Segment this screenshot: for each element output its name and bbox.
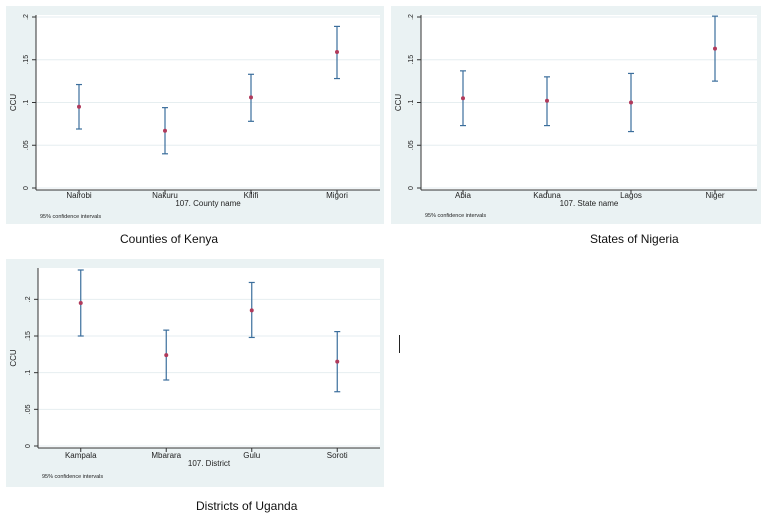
y-tick-label: .1 — [408, 99, 415, 105]
y-axis-label: CCU — [394, 94, 403, 112]
point-estimate — [249, 308, 254, 313]
y-tick-label: .15 — [25, 331, 32, 341]
point-estimate — [164, 353, 169, 358]
x-tick-label: Niger — [705, 191, 724, 200]
point-estimate — [335, 359, 340, 364]
x-tick-label: Nakuru — [152, 191, 178, 200]
y-tick-label: .2 — [408, 14, 415, 20]
x-axis-label: 107. County name — [175, 199, 241, 208]
point-estimate — [77, 104, 81, 109]
x-tick-label: Soroti — [327, 451, 348, 460]
y-tick-label: 0 — [23, 186, 30, 190]
point-estimate — [629, 100, 633, 105]
chart-uganda: 0 .05 .1 .15 .2 CCU Kampala Mbarara Gulu Soroti 10… — [9, 268, 380, 480]
x-tick-label: Gulu — [243, 451, 260, 460]
point-estimate — [335, 50, 339, 55]
y-tick-label: .05 — [408, 140, 415, 150]
y-tick-label: .15 — [408, 55, 415, 65]
text-cursor — [399, 335, 400, 353]
y-tick-label: .05 — [25, 404, 32, 414]
point-estimate — [249, 95, 253, 100]
y-tick-label: .1 — [25, 370, 32, 376]
y-tick-label: .1 — [23, 99, 30, 105]
x-tick-label: Migori — [326, 191, 348, 200]
point-estimate — [163, 128, 167, 133]
y-tick-label: .2 — [25, 296, 32, 302]
chart-panel-kenya: 0 .05 .1 .15 .2 CCU Nairobi Nakuru Kilifi Migori 1… — [6, 6, 384, 224]
x-tick-label: Lagos — [620, 191, 642, 200]
x-tick-label: Kampala — [65, 451, 97, 460]
chart-nigeria: 0 .05 .1 .15 .2 CCU Abia Kaduna Lagos Niger 107. S… — [394, 14, 757, 219]
point-estimate — [713, 46, 717, 51]
y-axis-label: CCU — [9, 349, 18, 367]
x-axis-label: 107. State name — [560, 199, 619, 208]
y-tick-label: .05 — [23, 140, 30, 150]
point-estimate — [461, 96, 465, 101]
x-axis-label: 107. District — [188, 459, 231, 468]
x-tick-label: Nairobi — [66, 191, 92, 200]
x-tick-label: Kilifi — [244, 191, 259, 200]
x-tick-label: Mbarara — [151, 451, 181, 460]
x-tick-label: Abia — [455, 191, 472, 200]
chart-kenya: 0 .05 .1 .15 .2 CCU Nairobi Nakuru Kilifi Migori 1… — [9, 14, 380, 220]
caption-kenya: Counties of Kenya — [120, 232, 219, 246]
y-tick-label: .2 — [23, 14, 30, 20]
caption-nigeria: States of Nigeria — [590, 232, 679, 246]
ci-note: 95% confidence intervals — [425, 213, 486, 219]
y-axis-label: CCU — [9, 94, 18, 112]
y-tick-label: 0 — [408, 186, 415, 190]
point-estimate — [545, 98, 549, 103]
plot-area — [38, 268, 380, 448]
ci-note: 95% confidence intervals — [42, 474, 103, 480]
chart-panel-uganda: 0 .05 .1 .15 .2 CCU Kampala Mbarara Gulu Soroti 10… — [6, 259, 384, 487]
chart-panel-nigeria: 0 .05 .1 .15 .2 CCU Abia Kaduna Lagos Niger 107. S… — [391, 6, 761, 224]
caption-uganda: Districts of Uganda — [196, 499, 298, 513]
point-estimate — [78, 301, 83, 305]
y-tick-label: 0 — [25, 444, 32, 448]
x-tick-label: Kaduna — [533, 191, 561, 200]
ci-note: 95% confidence intervals — [40, 214, 101, 220]
y-tick-label: .15 — [23, 55, 30, 65]
